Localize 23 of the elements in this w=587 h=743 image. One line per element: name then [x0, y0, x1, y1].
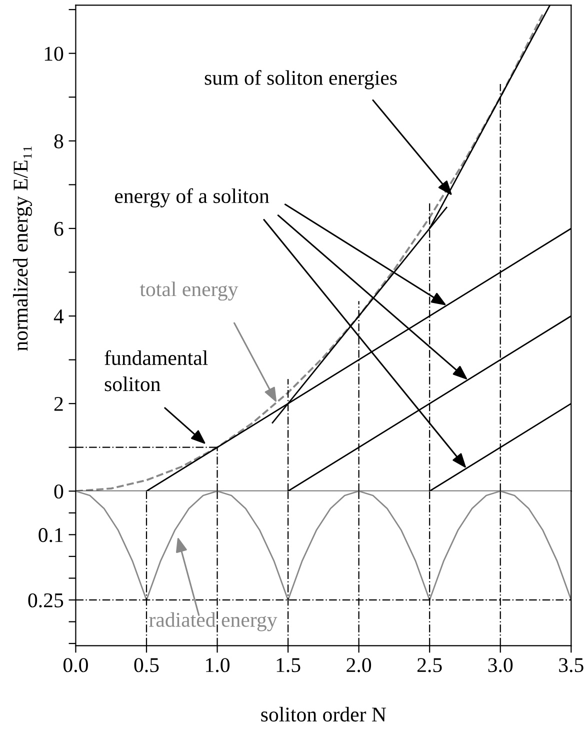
y-tick-label: 8 — [54, 134, 64, 148]
annotation: radiated energy — [149, 612, 278, 632]
y-tick-label: 6 — [54, 222, 64, 236]
annotation: fundamental soliton — [104, 350, 208, 392]
y-tick-label: 0.25 — [28, 593, 64, 608]
x-tick-label: 3.0 — [488, 658, 513, 672]
x-tick-label: 2.0 — [346, 658, 372, 672]
x-tick-label: 3.5 — [559, 658, 584, 672]
y-axis-title: normalized energy E/E₁₁ — [13, 146, 32, 351]
x-tick-label: 2.5 — [417, 658, 442, 672]
x-tick-label: 0.0 — [63, 658, 88, 672]
y-tick-label: 0 — [54, 484, 64, 499]
y-tick-label: 0.1 — [38, 528, 63, 542]
annotation: total energy — [140, 282, 238, 301]
y-tick-label: 2 — [54, 397, 63, 411]
y-tick-label: 4 — [54, 310, 64, 324]
x-tick-label: 1.5 — [276, 658, 300, 672]
x-tick-label: 1.0 — [206, 658, 230, 672]
annotation: energy of a soliton — [114, 188, 270, 208]
x-axis-title: soliton order N — [261, 706, 386, 722]
y-tick-label: 10 — [44, 46, 64, 61]
annotation: sum of soliton energies — [204, 70, 397, 90]
x-tick-label: 0.5 — [134, 658, 159, 672]
